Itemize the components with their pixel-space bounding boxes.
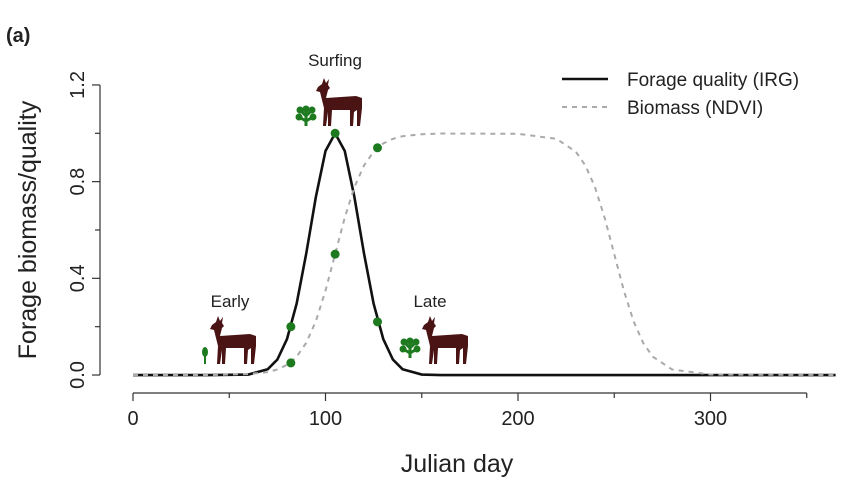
plant-icon <box>202 347 208 357</box>
deer-icon <box>210 316 256 364</box>
point <box>372 317 382 327</box>
annotation: Early <box>211 292 250 311</box>
annotation: Surfing <box>308 51 362 70</box>
series-line <box>133 132 836 377</box>
point <box>286 358 296 368</box>
series-line <box>133 130 836 377</box>
y-axis-label: Forage biomass/quality <box>14 100 42 359</box>
x-axis-label: Julian day <box>401 450 514 478</box>
y-tick-label: 0.0 <box>67 361 89 389</box>
x-tick-label: 100 <box>309 408 342 430</box>
y-tick-label: 0.8 <box>67 168 89 196</box>
plant-icon <box>294 104 318 128</box>
x-tick-label: 200 <box>501 408 534 430</box>
legend-label: Forage quality (IRG) <box>627 70 799 91</box>
legend-label: Biomass (NDVI) <box>627 98 763 119</box>
y-tick-label: 0.4 <box>67 264 89 292</box>
point <box>330 128 340 138</box>
deer-icon <box>422 316 468 364</box>
x-tick-label: 0 <box>127 408 138 430</box>
deer-icon <box>316 78 362 126</box>
x-tick-label: 300 <box>694 408 727 430</box>
panel-label: (a) <box>6 25 30 47</box>
point <box>286 322 296 332</box>
annotation: Late <box>413 292 446 311</box>
y-tick-label: 1.2 <box>67 71 89 99</box>
point <box>372 143 382 153</box>
plant-icon <box>398 336 422 360</box>
point <box>330 249 340 259</box>
